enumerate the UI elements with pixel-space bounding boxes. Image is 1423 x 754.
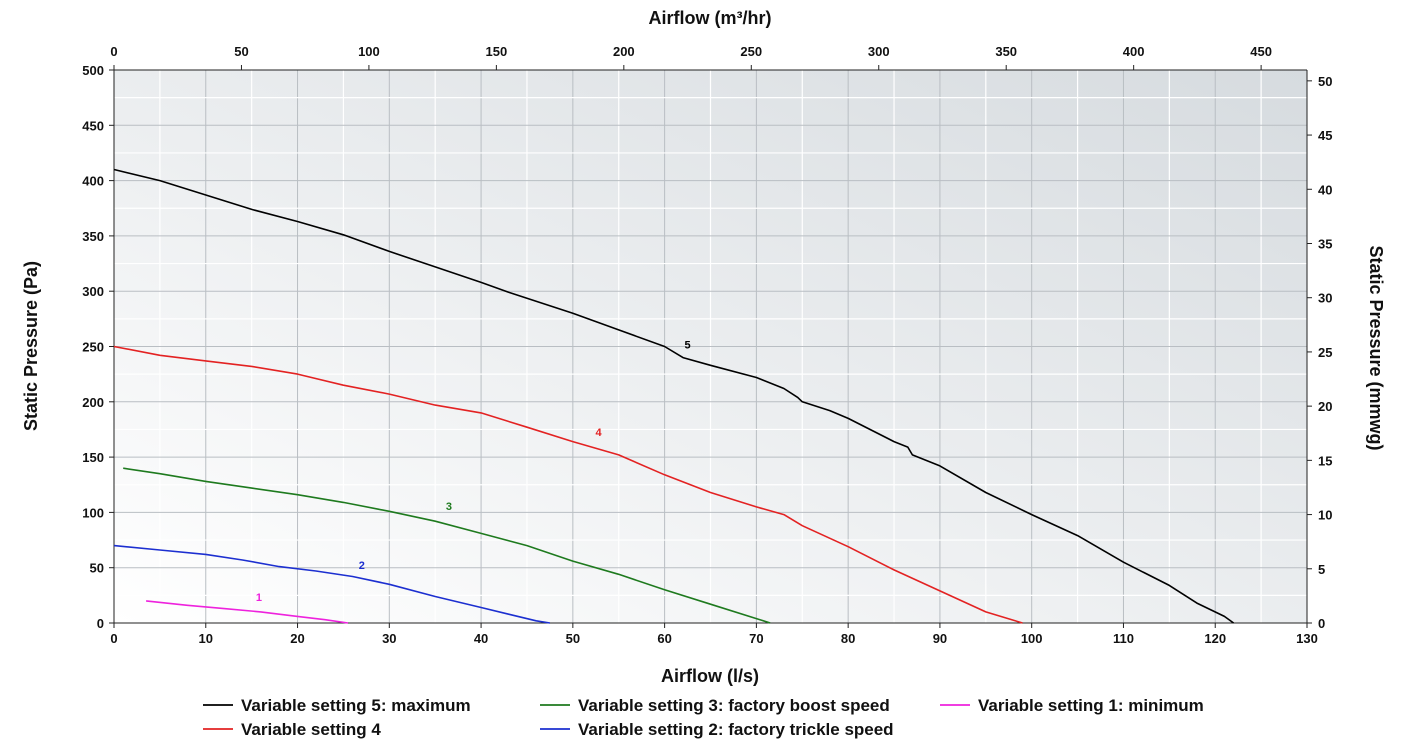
x-axis-label: Airflow (l/s) [661, 666, 759, 686]
x2-tick-label: 50 [234, 44, 248, 59]
curve-labels: 5 4 3 2 1 [256, 340, 691, 604]
y-tick-label: 450 [82, 118, 104, 133]
y-tick-label: 250 [82, 340, 104, 355]
y2-tick-label: 30 [1318, 291, 1332, 306]
x-tick-label: 30 [382, 631, 396, 646]
legend: Variable setting 5: maximum Variable sett… [203, 696, 1204, 739]
y-tick-label: 100 [82, 505, 104, 520]
x-tick-label: 20 [290, 631, 304, 646]
y2-tick-label: 35 [1318, 236, 1332, 251]
x-tick-label: 0 [110, 631, 117, 646]
legend-entry-label: Variable setting 2: factory trickle spee… [578, 720, 894, 739]
x2-tick-label: 150 [486, 44, 508, 59]
curve-label-1: 1 [256, 592, 262, 604]
x-tick-label: 70 [749, 631, 763, 646]
y2-tick-label: 15 [1318, 453, 1332, 468]
legend-entry-label: Variable setting 5: maximum [241, 696, 471, 715]
x2-tick-label: 0 [110, 44, 117, 59]
x-tick-label: 80 [841, 631, 855, 646]
y-tick-label: 350 [82, 229, 104, 244]
y2-tick-label: 50 [1318, 74, 1332, 89]
y2-tick-label: 20 [1318, 399, 1332, 414]
y2-tick-label: 0 [1318, 616, 1325, 631]
series-line-5 [113, 168, 1235, 624]
y-tick-label: 500 [82, 63, 104, 78]
curve-label-5: 5 [684, 340, 690, 352]
series-line-1 [146, 600, 349, 624]
y-tick-label: 50 [90, 561, 104, 576]
y-axis-label: Static Pressure (Pa) [21, 261, 41, 431]
y2-tick-label: 25 [1318, 345, 1332, 360]
legend-entry-label: Variable setting 1: minimum [978, 696, 1204, 715]
y-tick-label: 300 [82, 284, 104, 299]
x-tick-label: 10 [199, 631, 213, 646]
x2-tick-label: 100 [358, 44, 380, 59]
x-tick-label: 120 [1204, 631, 1226, 646]
series-line-3 [123, 467, 771, 624]
y2-tick-label: 10 [1318, 508, 1332, 523]
x-tick-label: 130 [1296, 631, 1318, 646]
x-tick-label: 50 [566, 631, 580, 646]
y-tick-label: 0 [97, 616, 104, 631]
curve-label-2: 2 [359, 560, 365, 572]
y2-tick-label: 45 [1318, 128, 1332, 143]
x2-tick-label: 200 [613, 44, 635, 59]
curve-label-4: 4 [595, 427, 602, 439]
series-line-4 [113, 345, 1023, 624]
grid-lines [113, 69, 1308, 624]
legend-entry-label: Variable setting 4 [241, 720, 381, 739]
y-tick-label: 150 [82, 450, 104, 465]
y-tick-label: 400 [82, 174, 104, 189]
x-tick-label: 90 [933, 631, 947, 646]
y2-axis-label: Static Pressure (mmwg) [1366, 245, 1386, 450]
x2-tick-label: 450 [1250, 44, 1272, 59]
series-lines [113, 168, 1235, 624]
curve-label-3: 3 [446, 501, 452, 513]
y2-tick-label: 40 [1318, 182, 1332, 197]
x2-tick-label: 350 [995, 44, 1017, 59]
x-tick-label: 60 [657, 631, 671, 646]
x-tick-label: 100 [1021, 631, 1043, 646]
x2-tick-label: 250 [740, 44, 762, 59]
x2-axis-label: Airflow (m³/hr) [649, 8, 772, 28]
y2-tick-label: 5 [1318, 562, 1325, 577]
x-tick-label: 110 [1113, 631, 1134, 646]
series-line-2 [113, 544, 551, 624]
x2-tick-label: 300 [868, 44, 890, 59]
y-tick-label: 200 [82, 395, 104, 410]
x2-tick-label: 400 [1123, 44, 1145, 59]
x-tick-label: 40 [474, 631, 488, 646]
legend-entry-label: Variable setting 3: factory boost speed [578, 696, 890, 715]
